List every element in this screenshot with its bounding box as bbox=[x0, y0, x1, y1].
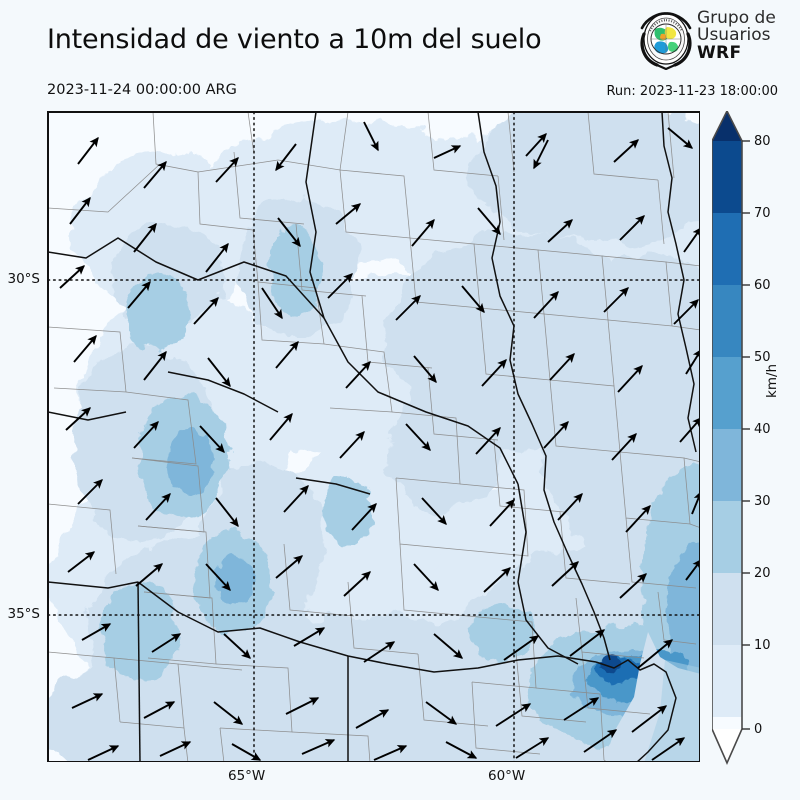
colorbar-ticks bbox=[742, 140, 750, 730]
colorbar-canvas bbox=[712, 111, 750, 765]
department-boundaries bbox=[48, 112, 699, 761]
wrf-user-group-logo: Grupo de Usuarios WRF bbox=[637, 8, 797, 74]
run-time-label: Run: 2023-11-23 18:00:00 bbox=[606, 84, 778, 99]
colorbar-unit-label: km/h bbox=[764, 363, 780, 398]
logo-line-3: WRF bbox=[697, 42, 742, 63]
colorbar-tick-40: 40 bbox=[754, 422, 771, 437]
colorbar-tick-20: 20 bbox=[754, 566, 771, 581]
valid-time-label: 2023-11-24 00:00:00 ARG bbox=[47, 82, 237, 98]
colorbar-tick-60: 60 bbox=[754, 278, 771, 293]
colorbar-tick-30: 30 bbox=[754, 494, 771, 509]
axis-tick-lon-65W: 65°W bbox=[228, 768, 266, 784]
axis-tick-lon-60W: 60°W bbox=[488, 768, 526, 784]
logo-line-1: Grupo de bbox=[697, 8, 776, 28]
page-title: Intensidad de viento a 10m del suelo bbox=[47, 24, 542, 55]
axis-tick-lat-35S: 35°S bbox=[7, 606, 41, 622]
colorbar-under-arrow bbox=[712, 729, 742, 763]
logo-text-block: Grupo de Usuarios WRF bbox=[697, 8, 776, 63]
colorbar-tick-10: 10 bbox=[754, 638, 771, 653]
wind-speed-map[interactable] bbox=[47, 111, 700, 762]
ocean-area bbox=[604, 632, 699, 761]
colorbar-tick-70: 70 bbox=[754, 206, 771, 221]
colorbar-tick-50: 50 bbox=[754, 350, 771, 365]
logo-line-2: Usuarios bbox=[697, 25, 771, 46]
colorbar-over-arrow bbox=[712, 111, 742, 141]
wind-speed-shading bbox=[48, 112, 699, 761]
province-boundaries bbox=[48, 112, 697, 761]
wrf-globe-emblem-icon bbox=[637, 12, 695, 71]
colorbar[interactable]: 80 70 60 50 40 30 20 10 0 bbox=[712, 111, 798, 791]
axis-tick-lat-30S: 30°S bbox=[7, 271, 41, 287]
wind-vector-arrows bbox=[59, 121, 699, 761]
colorbar-tick-80: 80 bbox=[754, 134, 771, 149]
colorbar-tick-0: 0 bbox=[754, 722, 763, 737]
graticule bbox=[48, 112, 699, 761]
map-canvas bbox=[48, 112, 699, 761]
colorbar-bands bbox=[712, 141, 742, 729]
